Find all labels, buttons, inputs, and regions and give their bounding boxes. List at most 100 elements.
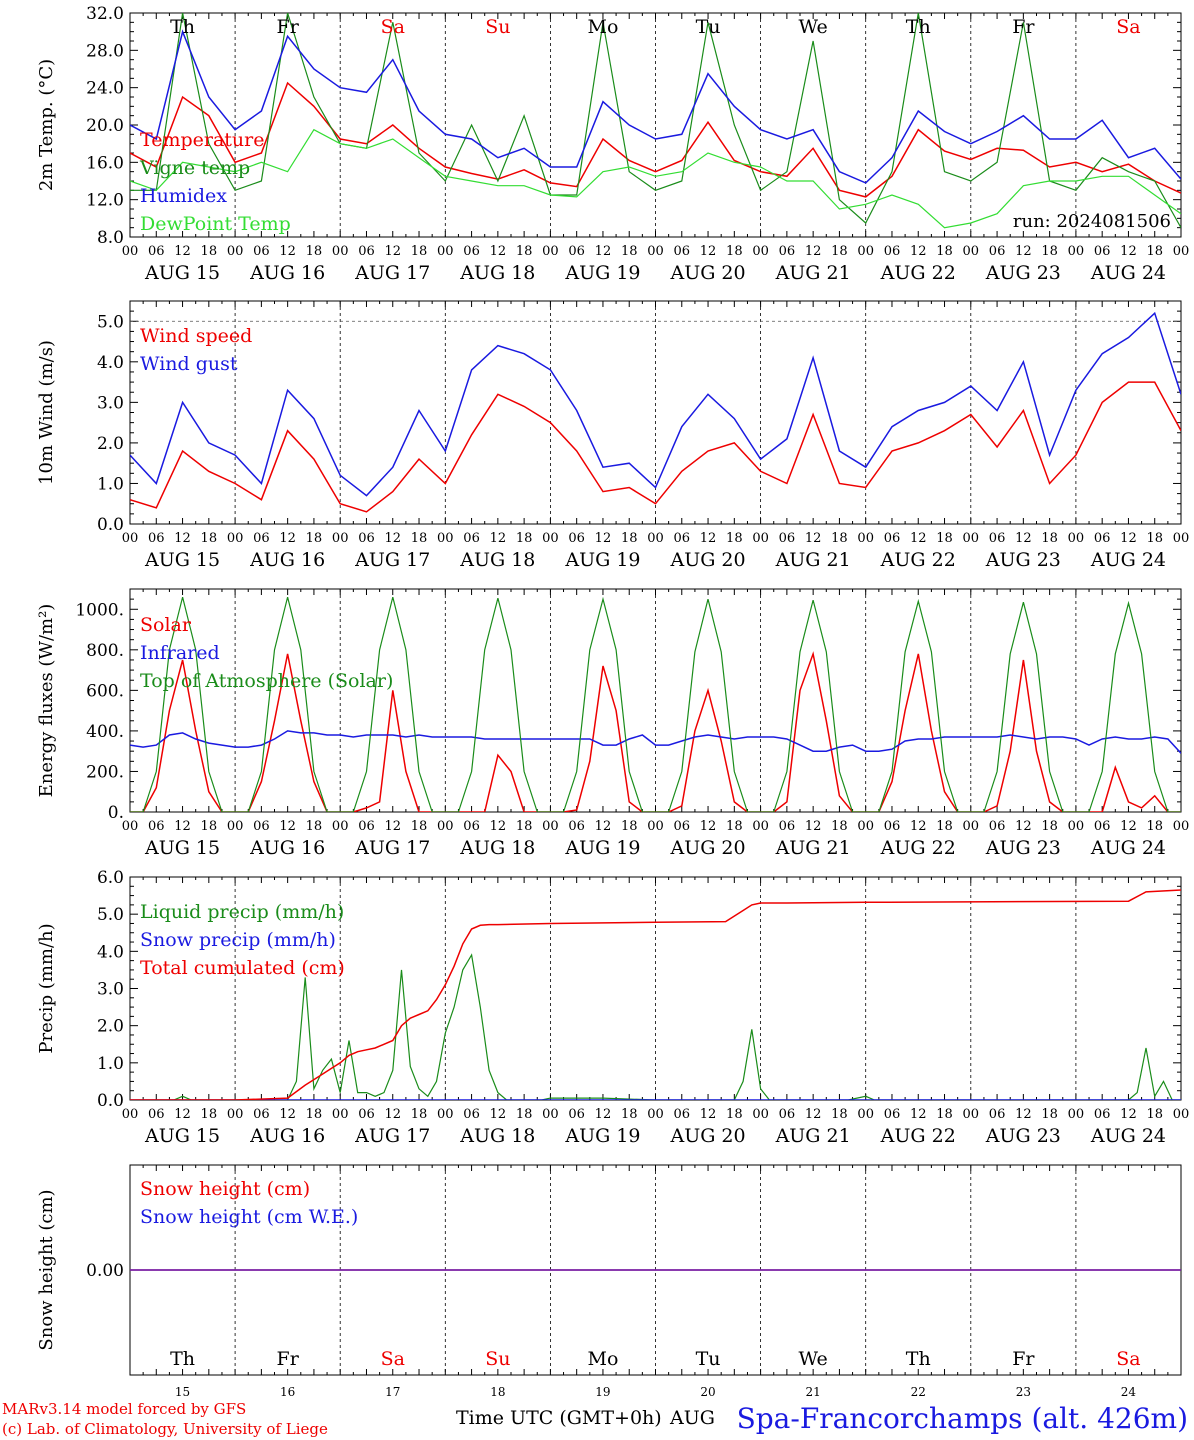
lab-credit: (c) Lab. of Climatology, University of L…	[2, 1420, 328, 1438]
hour-tick-label: 00	[332, 244, 349, 259]
legend-entry: Temperature	[140, 129, 264, 151]
weekday-label: Sa	[1116, 1348, 1140, 1370]
hour-tick-label: 12	[805, 819, 822, 834]
hour-tick-label: 00	[963, 1107, 980, 1122]
y-tick-label: 400.	[86, 722, 124, 742]
hour-tick-label: 12	[384, 1107, 401, 1122]
hour-tick-label: 12	[1120, 531, 1137, 546]
panel-4: 0.0 1.0 2.0 3.0 4.0 5.0 6.0 Precip (mm/h) Liquid…	[36, 868, 1189, 1147]
hour-tick-label: 06	[358, 244, 375, 259]
date-label: AUG 21	[775, 1125, 851, 1147]
y-axis-label: Snow height (cm)	[36, 1189, 57, 1350]
date-label: AUG 16	[249, 1125, 325, 1147]
y-tick-label: 20.0	[86, 116, 124, 136]
run-annotation: run: 2024081506	[1013, 211, 1171, 232]
hour-tick-label: 06	[779, 819, 796, 834]
date-label: AUG 21	[775, 837, 851, 859]
hour-tick-label: 00	[332, 531, 349, 546]
y-tick-label: 0.00	[86, 1261, 124, 1281]
hour-tick-label: 06	[1094, 1107, 1111, 1122]
hour-tick-label: 00	[437, 819, 454, 834]
legend-entry: Top of Atmosphere (Solar)	[140, 670, 393, 692]
hour-tick-label: 12	[805, 531, 822, 546]
hour-tick-label: 18	[936, 819, 953, 834]
hour-tick-label: 18	[936, 531, 953, 546]
legend-entry: DewPoint Temp	[140, 213, 291, 235]
legend-entry: Wind gust	[140, 353, 238, 375]
hour-tick-label: 06	[253, 819, 270, 834]
hour-tick-label: 18	[516, 244, 533, 259]
hour-tick-label: 06	[148, 819, 165, 834]
hour-tick-label: 06	[989, 244, 1006, 259]
hour-tick-label: 18	[1146, 819, 1163, 834]
date-label: AUG 15	[144, 1125, 220, 1147]
weekday-label: Th	[906, 16, 931, 38]
hour-tick-label: 00	[227, 819, 244, 834]
hour-tick-label: 00	[122, 531, 139, 546]
hour-tick-label: 12	[384, 244, 401, 259]
hour-tick-label: 18	[1146, 531, 1163, 546]
hour-tick-label: 06	[989, 1107, 1006, 1122]
hour-tick-label: 00	[1068, 819, 1085, 834]
hour-tick-label: 00	[647, 531, 664, 546]
weekday-label: Th	[170, 1348, 195, 1370]
hour-tick-label: 18	[201, 244, 218, 259]
series-line-vigne-temp	[130, 13, 1181, 228]
hour-tick-label: 12	[1015, 531, 1032, 546]
y-tick-label: 4.0	[97, 942, 124, 962]
legend-entry: Total cumulated (cm)	[140, 957, 345, 979]
hour-tick-label: 00	[227, 1107, 244, 1122]
hour-tick-label: 18	[201, 531, 218, 546]
hour-tick-label: 06	[463, 531, 480, 546]
weekday-label: We	[799, 1348, 828, 1370]
y-tick-label: 0.	[108, 803, 124, 823]
date-label: AUG 24	[1090, 837, 1166, 859]
hour-tick-label: 06	[148, 531, 165, 546]
date-label: AUG 16	[249, 549, 325, 571]
date-label: AUG 20	[669, 1125, 745, 1147]
hour-tick-label: 00	[227, 531, 244, 546]
hour-tick-label: 12	[279, 819, 296, 834]
hour-tick-label: 06	[568, 819, 585, 834]
hour-tick-label: 12	[174, 819, 191, 834]
hour-tick-label: 18	[1041, 819, 1058, 834]
hour-tick-label: 06	[358, 531, 375, 546]
hour-tick-label: 18	[621, 1107, 638, 1122]
hour-tick-label: 00	[122, 1107, 139, 1122]
hour-tick-label: 00	[542, 819, 559, 834]
hour-tick-label: 06	[779, 244, 796, 259]
hour-tick-label: 18	[621, 531, 638, 546]
date-label: AUG 16	[249, 837, 325, 859]
y-tick-label: 1.0	[97, 474, 124, 494]
panel-1: 8.0 12.0 16.0 20.0 24.0 28.0 32.0 2m Temp. (°C)…	[36, 4, 1189, 284]
date-label: AUG 23	[985, 1125, 1061, 1147]
weekday-label: Su	[485, 16, 510, 38]
hour-tick-label: 18	[621, 819, 638, 834]
series-line-temperature	[130, 81, 1181, 198]
weekday-label: We	[799, 16, 828, 38]
weekday-label: Tu	[696, 16, 721, 38]
hour-tick-label: 12	[595, 244, 612, 259]
hour-tick-label: 06	[674, 244, 691, 259]
y-tick-label: 1.0	[97, 1054, 124, 1074]
hour-tick-label: 06	[884, 819, 901, 834]
hour-tick-label: 18	[411, 531, 428, 546]
hour-tick-label: 12	[700, 1107, 717, 1122]
hour-tick-label: 00	[963, 531, 980, 546]
weekday-label: Tu	[696, 1348, 721, 1370]
weekday-label: Sa	[1116, 16, 1140, 38]
hour-tick-label: 00	[857, 819, 874, 834]
hour-tick-label: 18	[306, 819, 323, 834]
y-tick-label: 6.0	[97, 868, 124, 888]
day-number-label: 24	[1121, 1385, 1137, 1399]
hour-tick-label: 06	[779, 1107, 796, 1122]
hour-tick-label: 12	[490, 531, 507, 546]
hour-tick-label: 18	[411, 1107, 428, 1122]
day-number-label: 17	[385, 1385, 400, 1399]
legend-entry: Snow height (cm)	[140, 1178, 310, 1200]
hour-tick-label: 12	[279, 244, 296, 259]
hour-tick-label: 06	[253, 531, 270, 546]
hour-tick-label: 18	[516, 1107, 533, 1122]
plot-frame	[129, 12, 1182, 238]
